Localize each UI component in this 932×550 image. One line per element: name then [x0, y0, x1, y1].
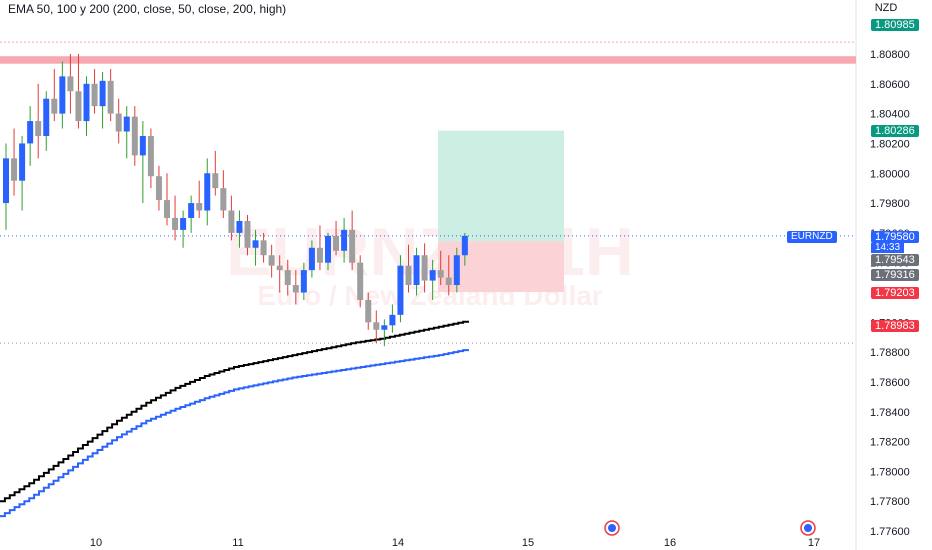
- candle-body[interactable]: [204, 173, 211, 211]
- candle-body[interactable]: [284, 270, 291, 286]
- price-tag-top: 1.80985: [871, 19, 919, 31]
- candle-body[interactable]: [252, 240, 259, 248]
- candle-body[interactable]: [196, 203, 203, 211]
- candle-body[interactable]: [437, 270, 444, 278]
- countdown-tag: 14:33: [871, 243, 905, 253]
- symbol-tag: EURNZD: [787, 231, 837, 243]
- candle-body[interactable]: [445, 277, 452, 286]
- ema-blue-line[interactable]: [0, 349, 469, 518]
- candle-body[interactable]: [325, 235, 331, 263]
- candle-body[interactable]: [461, 235, 468, 256]
- x-tick-label: 11: [232, 537, 243, 549]
- candle-body[interactable]: [228, 210, 235, 233]
- candle-body[interactable]: [276, 265, 283, 271]
- price-tag-level: 1.79316: [871, 269, 919, 281]
- candle-body[interactable]: [292, 285, 299, 293]
- price-tag-entry: 1.79543: [871, 254, 919, 266]
- candle-body[interactable]: [212, 173, 219, 189]
- y-tick-label: 1.78400: [870, 407, 910, 419]
- y-tick-label: 1.78200: [870, 437, 910, 449]
- candle-body[interactable]: [236, 220, 243, 233]
- candle-body[interactable]: [308, 247, 315, 271]
- candle-body[interactable]: [3, 158, 9, 204]
- y-tick-label: 1.78800: [870, 347, 910, 359]
- x-tick-label: 14: [392, 537, 404, 549]
- candle-body[interactable]: [260, 240, 267, 256]
- candle-body[interactable]: [27, 121, 34, 144]
- x-tick-label: 17: [808, 537, 820, 549]
- candle-body[interactable]: [19, 143, 26, 181]
- y-tick-label: 1.78600: [870, 377, 910, 389]
- candle-body[interactable]: [373, 322, 380, 330]
- candle-body[interactable]: [413, 255, 420, 286]
- candle-body[interactable]: [123, 116, 130, 132]
- candle-body[interactable]: [397, 265, 404, 315]
- candle-body[interactable]: [11, 158, 18, 181]
- y-tick-label: 1.79800: [870, 198, 910, 210]
- candle-body[interactable]: [75, 91, 82, 122]
- candle-body[interactable]: [67, 76, 74, 92]
- candle-body[interactable]: [268, 255, 275, 266]
- y-tick-label: 1.78000: [870, 466, 910, 478]
- candle-body[interactable]: [147, 135, 154, 177]
- candle-body[interactable]: [51, 98, 58, 114]
- y-tick-label: 1.80400: [870, 109, 910, 121]
- price-tag-low: 1.78983: [871, 320, 919, 332]
- candle-body[interactable]: [59, 76, 66, 114]
- price-tag-current: 1.79580: [871, 231, 919, 243]
- candle-body[interactable]: [99, 80, 106, 107]
- candle-body[interactable]: [164, 200, 170, 218]
- candle-body[interactable]: [188, 203, 195, 218]
- candle-body[interactable]: [421, 255, 428, 281]
- candle-body[interactable]: [365, 299, 372, 323]
- candle-body[interactable]: [35, 121, 42, 136]
- candle-body[interactable]: [381, 325, 388, 330]
- price-tag-target: 1.80286: [871, 125, 919, 137]
- candle-body[interactable]: [357, 262, 364, 300]
- candle-body[interactable]: [155, 176, 162, 201]
- candle-body[interactable]: [91, 83, 98, 107]
- candle-body[interactable]: [389, 314, 396, 326]
- event-icon-inner: [608, 524, 616, 532]
- candle-body[interactable]: [220, 188, 227, 211]
- price-tag-stop: 1.79203: [871, 287, 919, 299]
- indicator-legend[interactable]: EMA 50, 100 y 200 (200, close, 50, close…: [8, 2, 287, 16]
- resistance-zone[interactable]: [0, 56, 856, 64]
- event-icon-inner: [804, 524, 812, 532]
- currency-label[interactable]: NZD: [874, 2, 898, 14]
- y-tick-label: 1.80200: [870, 138, 910, 150]
- y-tick-label: 1.77800: [870, 496, 910, 508]
- candle-body[interactable]: [115, 113, 122, 132]
- candle-body[interactable]: [83, 83, 90, 122]
- candle-body[interactable]: [316, 247, 323, 263]
- candle-body[interactable]: [107, 80, 114, 114]
- candle-body[interactable]: [453, 255, 460, 286]
- x-tick-label: 15: [522, 537, 534, 549]
- candle-body[interactable]: [139, 135, 146, 156]
- candle-body[interactable]: [429, 270, 436, 281]
- y-tick-label: 1.80800: [870, 49, 910, 61]
- candle-body[interactable]: [244, 220, 251, 248]
- candle-body[interactable]: [43, 98, 50, 136]
- target-zone[interactable]: [438, 130, 564, 242]
- candle-body[interactable]: [341, 229, 348, 251]
- candle-body[interactable]: [300, 270, 307, 293]
- candle-body[interactable]: [405, 265, 412, 286]
- candle-body[interactable]: [172, 217, 179, 230]
- ema-black-line[interactable]: [0, 320, 469, 503]
- candle-body[interactable]: [333, 235, 340, 251]
- candle-body[interactable]: [349, 229, 356, 263]
- plot-area[interactable]: [0, 0, 856, 550]
- x-tick-label: 16: [664, 537, 676, 549]
- candle-body[interactable]: [131, 116, 138, 156]
- x-tick-label: 10: [90, 537, 102, 549]
- y-tick-label: 1.80000: [870, 168, 910, 180]
- y-tick-label: 1.77600: [870, 526, 910, 538]
- candle-body[interactable]: [180, 217, 187, 230]
- y-tick-label: 1.80600: [870, 79, 910, 91]
